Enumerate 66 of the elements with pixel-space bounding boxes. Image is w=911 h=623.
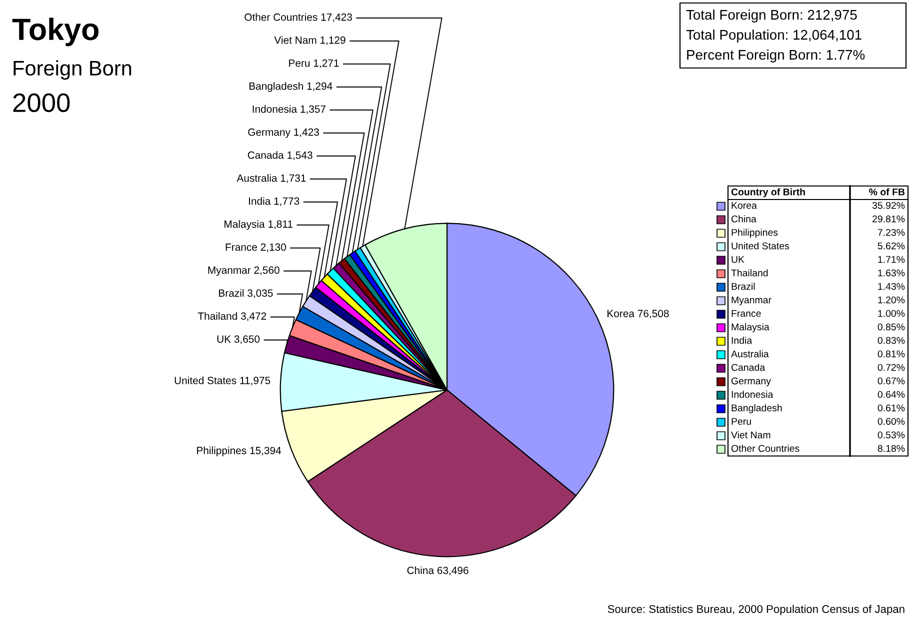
text: 1.43% [878, 282, 905, 290]
legend-label: India [732, 336, 752, 344]
text: 0.85% [878, 323, 905, 330]
category-label: Thailand 3,472 [198, 312, 266, 322]
category-label: Peru 1,271 [289, 59, 339, 68]
legend-label: United States [732, 242, 790, 250]
category-label: Korea 76,508 [608, 310, 669, 318]
text: 2000 [13, 93, 70, 112]
text: 1.00% [878, 310, 905, 317]
category-label: Canada 1,543 [248, 151, 312, 160]
category-label: Malaysia 1,811 [224, 220, 292, 230]
text: Total Foreign Born: 212,975 [686, 10, 857, 22]
legend-label: France [732, 310, 761, 317]
legend-label: Myanmar [732, 296, 772, 306]
text: 29.81% [872, 215, 905, 222]
source-note: Source: Statistics Bureau, 2000 Population Census of Japan [608, 604, 904, 616]
category-label: Bangladesh 1,294 [249, 82, 332, 92]
category-label: Other Countries 17,423 [244, 13, 352, 22]
legend-label: Peru [732, 418, 751, 425]
text: Foreign Born [14, 60, 132, 80]
text: 1.20% [878, 296, 905, 304]
legend-label: Other Countries [731, 444, 800, 452]
legend-label: Indonesia [732, 390, 774, 398]
text: 0.60% [878, 418, 905, 425]
text: Total Population: 12,064,101 [686, 30, 862, 42]
text: 0.61% [878, 404, 905, 412]
text: 0.67% [878, 377, 905, 384]
category-label: Brazil 3,035 [219, 289, 273, 298]
legend-label: UK [732, 256, 744, 263]
text: Percent Foreign Born: 1.77% [687, 50, 865, 62]
category-label: Viet Nam 1,129 [274, 36, 346, 46]
text: 0.64% [878, 390, 905, 398]
text: 0.53% [878, 431, 905, 438]
category-label: United States 11,975 [174, 376, 270, 386]
text: 5.62% [878, 242, 905, 250]
legend-label: Germany [731, 377, 771, 386]
legend-label: China [731, 215, 756, 222]
chart-title: Tokyo [12, 18, 99, 46]
legend-label: Brazil [732, 282, 755, 290]
category-label: France 2,130 [226, 243, 286, 252]
legend-label: Malaysia [732, 323, 770, 332]
text: 7.23% [878, 228, 905, 236]
category-label: India 1,773 [249, 197, 300, 206]
category-label: Indonesia 1,357 [252, 105, 326, 114]
legend-title: Country of Birth [731, 188, 805, 198]
category-label: Philippines 15,394 [197, 446, 282, 456]
category-label: UK 3,650 [217, 335, 260, 344]
text: % of FB [869, 188, 905, 196]
text: 0.83% [878, 336, 905, 344]
text: 35.92% [872, 202, 905, 209]
category-label: Myanmar 2,560 [208, 266, 280, 276]
legend-label: Bangladesh [732, 404, 782, 414]
text: 0.72% [878, 364, 905, 371]
legend-label: Viet Nam [731, 431, 770, 438]
text: 0.81% [878, 350, 905, 358]
legend-label: Philippines [732, 228, 778, 238]
text: 8.18% [878, 444, 905, 452]
legend-label: Canada [731, 364, 766, 371]
category-label: Australia 1,731 [236, 174, 306, 184]
category-label: Germany 1,423 [248, 128, 319, 138]
category-label: China 63,496 [407, 566, 468, 576]
legend-label: Australia [731, 350, 769, 358]
legend-label: Thailand [731, 269, 768, 276]
text: 1.71% [878, 256, 905, 263]
legend-label: Korea [732, 202, 757, 209]
text: 1.63% [878, 269, 905, 276]
